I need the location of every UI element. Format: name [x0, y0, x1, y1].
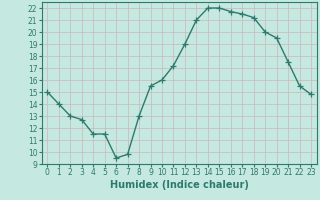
X-axis label: Humidex (Indice chaleur): Humidex (Indice chaleur): [110, 180, 249, 190]
